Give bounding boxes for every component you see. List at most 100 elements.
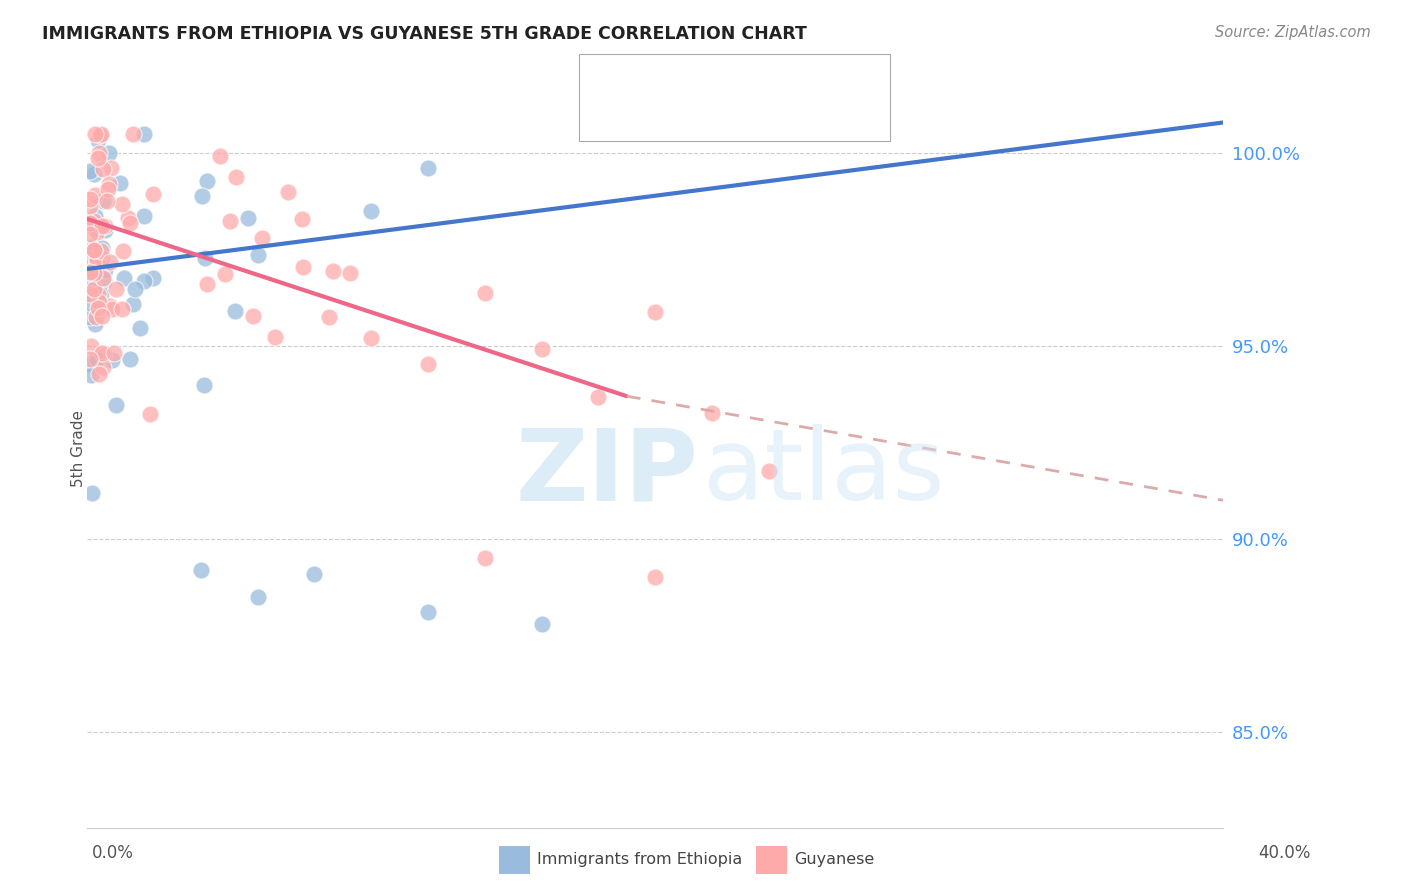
Point (416, 605, 439, 619)
Point (124, 282, 146, 296)
Point (246, 590, 269, 604)
Point (242, 309, 264, 323)
Point (93, 347, 115, 361)
Text: IMMIGRANTS FROM ETHIOPIA VS GUYANESE 5TH GRADE CORRELATION CHART: IMMIGRANTS FROM ETHIOPIA VS GUYANESE 5TH… (42, 25, 807, 43)
Point (132, 209, 155, 223)
Point (84, 209, 107, 223)
Point (101, 352, 124, 367)
Point (98, 178, 121, 192)
Point (79, 339, 101, 353)
Point (588, 390, 610, 404)
Point (86, 293, 108, 307)
Point (224, 304, 246, 318)
Point (360, 203, 382, 218)
Point (96, 194, 118, 208)
Point (208, 149, 231, 163)
Point (93, 271, 115, 285)
Point (82, 289, 104, 303)
Point (117, 211, 139, 225)
Point (84, 127, 107, 141)
Point (98, 255, 121, 269)
Point (110, 196, 132, 211)
Point (80, 272, 103, 286)
Point (93, 219, 115, 233)
Point (98, 299, 121, 313)
Point (84, 251, 107, 265)
Point (90, 241, 112, 255)
Point (93, 223, 115, 237)
Point (129, 320, 152, 334)
Point (104, 398, 127, 412)
Point (83, 244, 105, 258)
Point (83, 238, 105, 252)
Point (193, 378, 215, 392)
Point (84, 317, 107, 331)
Point (84, 352, 107, 367)
Point (339, 266, 361, 280)
Point (112, 244, 135, 259)
Text: atlas: atlas (703, 425, 945, 521)
Point (79, 286, 101, 301)
Point (79, 227, 101, 241)
Point (83, 267, 105, 281)
Point (416, 357, 439, 371)
Point (250, 231, 273, 245)
Point (100, 161, 122, 175)
Text: Source: ZipAtlas.com: Source: ZipAtlas.com (1215, 25, 1371, 40)
Text: R =  0.406   N = 52: R = 0.406 N = 52 (634, 66, 841, 85)
Text: 0.0%: 0.0% (91, 844, 134, 862)
Point (83, 213, 105, 227)
Point (644, 570, 666, 584)
Point (122, 127, 145, 141)
Point (90, 219, 112, 234)
Point (530, 343, 553, 357)
Point (91, 359, 114, 374)
Point (89, 367, 111, 381)
Point (79, 266, 101, 280)
Point (90, 244, 112, 259)
Point (195, 173, 218, 187)
Point (190, 563, 212, 577)
Point (79, 310, 101, 325)
Y-axis label: 5th Grade: 5th Grade (72, 409, 86, 487)
Point (238, 211, 260, 225)
Point (118, 351, 141, 366)
Point (79, 352, 101, 367)
Point (86, 133, 108, 147)
Point (83, 221, 105, 235)
Point (86, 287, 108, 301)
Point (108, 176, 131, 190)
Point (292, 260, 315, 274)
Point (101, 302, 124, 317)
Point (87, 301, 110, 315)
Point (79, 296, 101, 310)
Point (142, 271, 165, 285)
Point (89, 128, 111, 143)
Point (98, 146, 121, 161)
Point (87, 146, 110, 161)
Point (90, 287, 112, 301)
Point (644, 305, 666, 319)
Point (90, 309, 112, 323)
Point (111, 301, 134, 316)
Point (93, 274, 115, 288)
Point (264, 330, 287, 344)
Point (93, 161, 115, 176)
Point (91, 194, 114, 208)
Point (104, 282, 127, 296)
Point (84, 310, 107, 324)
Point (225, 169, 247, 184)
Point (79, 368, 101, 382)
Point (97, 181, 120, 195)
Point (219, 214, 242, 228)
Point (214, 267, 236, 281)
Point (304, 566, 326, 581)
Point (90, 346, 112, 360)
Text: Guyanese: Guyanese (794, 853, 875, 867)
Point (103, 346, 125, 360)
Point (139, 407, 162, 421)
Point (134, 127, 156, 141)
Point (90, 251, 112, 265)
Point (114, 271, 136, 285)
Point (79, 265, 101, 279)
